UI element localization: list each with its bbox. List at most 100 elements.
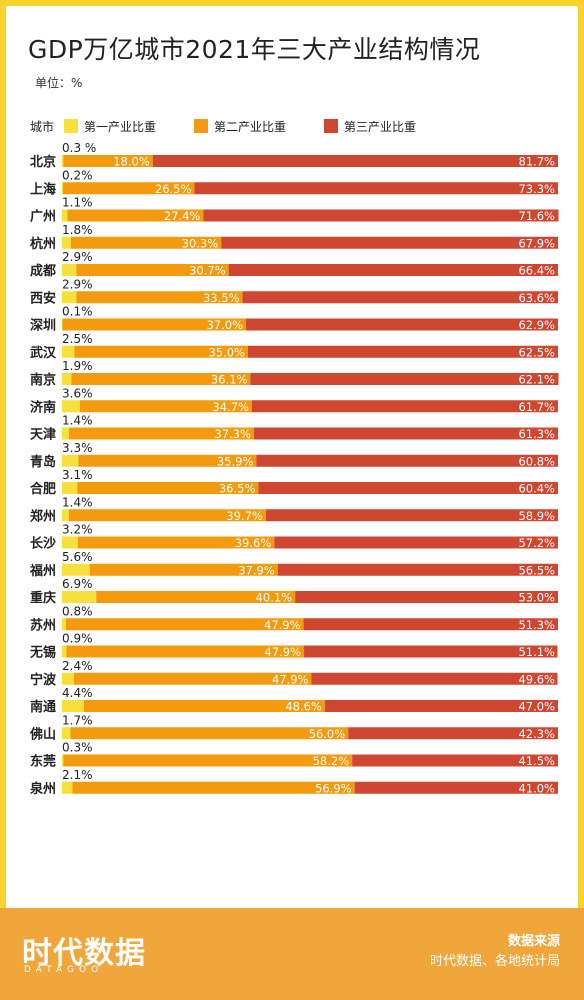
legend-swatch-tertiary <box>324 119 338 133</box>
data-label-tertiary: 51.3% <box>518 618 555 632</box>
data-label-primary: 3.6% <box>62 386 93 400</box>
category-label: 天津 <box>30 427 56 443</box>
data-label-secondary: 48.6% <box>285 700 322 714</box>
data-label-secondary: 30.3% <box>182 236 219 250</box>
data-label-primary: 1.8% <box>62 223 93 237</box>
source-text: 时代数据、各地统计局 <box>429 954 560 969</box>
category-label: 上海 <box>30 181 56 197</box>
data-label-primary: 1.7% <box>62 713 93 727</box>
category-label: 长沙 <box>30 536 56 552</box>
data-label-tertiary: 60.4% <box>518 482 555 496</box>
bar-tertiary <box>274 536 558 549</box>
bar-secondary <box>63 155 153 167</box>
category-label: 东莞 <box>30 754 56 770</box>
bar-secondary <box>76 264 229 276</box>
data-label-secondary: 35.0% <box>208 345 245 359</box>
bar-tertiary <box>348 727 558 740</box>
data-label-secondary: 40.1% <box>256 591 293 605</box>
bar-primary <box>62 400 80 413</box>
category-label: 西安 <box>30 290 56 306</box>
data-label-primary: 0.3% <box>62 741 93 755</box>
stacked-bar-chart: 北京 0.3 % 18.0% 81.7% 上海 0.2% 26.5% 73.3% 广州 1.1% 2… <box>29 141 559 797</box>
data-label-tertiary: 49.6% <box>518 672 555 686</box>
bar-tertiary <box>324 700 558 712</box>
bar-primary <box>62 427 69 440</box>
bar-primary <box>62 236 71 249</box>
bar-secondary <box>66 645 305 658</box>
bar-tertiary <box>258 482 558 494</box>
bar-tertiary <box>354 781 558 794</box>
data-label-secondary: 56.9% <box>315 781 352 795</box>
category-label: 郑州 <box>30 508 56 524</box>
data-label-primary: 2.1% <box>62 768 93 782</box>
data-label-tertiary: 62.1% <box>518 373 555 387</box>
data-label-primary: 1.4% <box>62 495 93 509</box>
data-label-secondary: 30.7% <box>189 264 226 278</box>
data-label-secondary: 47.9% <box>264 618 301 632</box>
data-label-tertiary: 62.5% <box>518 345 555 359</box>
data-label-tertiary: 61.7% <box>518 400 555 414</box>
data-label-primary: 2.9% <box>62 250 93 264</box>
data-label-tertiary: 57.2% <box>518 536 555 550</box>
bar-primary <box>62 454 79 467</box>
data-label-primary: 6.9% <box>62 577 93 591</box>
category-label: 杭州 <box>30 236 56 252</box>
bar-tertiary <box>304 645 558 658</box>
footer: 时代数据 DATAGOO 数据来源 时代数据、各地统计局 <box>0 908 584 1000</box>
legend-swatch-primary <box>64 119 78 133</box>
bar-tertiary <box>352 754 558 767</box>
data-label-secondary: 37.0% <box>206 318 243 332</box>
bar-primary <box>62 645 67 658</box>
data-label-tertiary: 73.3% <box>518 182 555 196</box>
bar-tertiary <box>251 400 558 413</box>
data-label-secondary: 47.9% <box>265 645 302 659</box>
data-label-tertiary: 58.9% <box>518 509 555 523</box>
bar-tertiary <box>265 509 558 522</box>
data-label-tertiary: 62.9% <box>518 318 555 332</box>
bar-primary <box>62 563 90 576</box>
bar-tertiary <box>221 236 558 249</box>
bar-secondary <box>62 318 247 331</box>
bar-primary <box>62 155 64 167</box>
data-label-primary: 0.9% <box>62 632 93 646</box>
bar-secondary <box>63 754 353 767</box>
data-label-primary: 0.3 % <box>62 141 96 155</box>
brand-logo-subtitle: DATAGOO <box>24 965 104 975</box>
data-label-tertiary: 66.4% <box>518 264 555 278</box>
category-label: 福州 <box>29 563 56 579</box>
category-label: 北京 <box>30 154 56 170</box>
bar-secondary <box>78 454 257 467</box>
bar-primary <box>62 700 84 712</box>
bar-primary <box>62 209 68 222</box>
bar-tertiary <box>203 209 559 222</box>
category-label: 南通 <box>30 699 56 715</box>
bar-primary <box>62 754 64 767</box>
category-label: 成都 <box>30 263 56 279</box>
bar-secondary <box>67 209 204 222</box>
legend-label-tertiary: 第三产业比重 <box>344 120 417 134</box>
bar-primary <box>62 672 74 685</box>
brand-logo: 时代数据 <box>22 936 146 971</box>
category-label: 佛山 <box>29 726 56 742</box>
bar-secondary <box>96 591 296 603</box>
data-label-tertiary: 63.6% <box>518 291 555 305</box>
bar-primary <box>62 781 73 794</box>
bar-secondary <box>76 291 243 304</box>
category-label: 苏州 <box>30 617 56 633</box>
data-label-primary: 4.4% <box>62 686 93 700</box>
bar-secondary <box>68 509 266 522</box>
legend-label-secondary: 第二产业比重 <box>214 120 287 134</box>
bar-tertiary <box>311 672 558 685</box>
chart-title: GDP万亿城市2021年三大产业结构情况 <box>28 35 481 64</box>
data-label-secondary: 56.0% <box>309 727 346 741</box>
bar-secondary <box>89 563 278 576</box>
data-label-secondary: 35.9% <box>217 454 254 468</box>
bar-secondary <box>74 345 249 358</box>
bar-secondary <box>73 672 312 685</box>
bar-secondary <box>70 236 222 249</box>
data-label-primary: 1.1% <box>62 196 93 210</box>
unit-label: 单位：% <box>35 76 83 90</box>
data-label-secondary: 39.7% <box>226 509 263 523</box>
bar-primary <box>62 318 63 331</box>
data-label-secondary: 47.9% <box>272 672 309 686</box>
